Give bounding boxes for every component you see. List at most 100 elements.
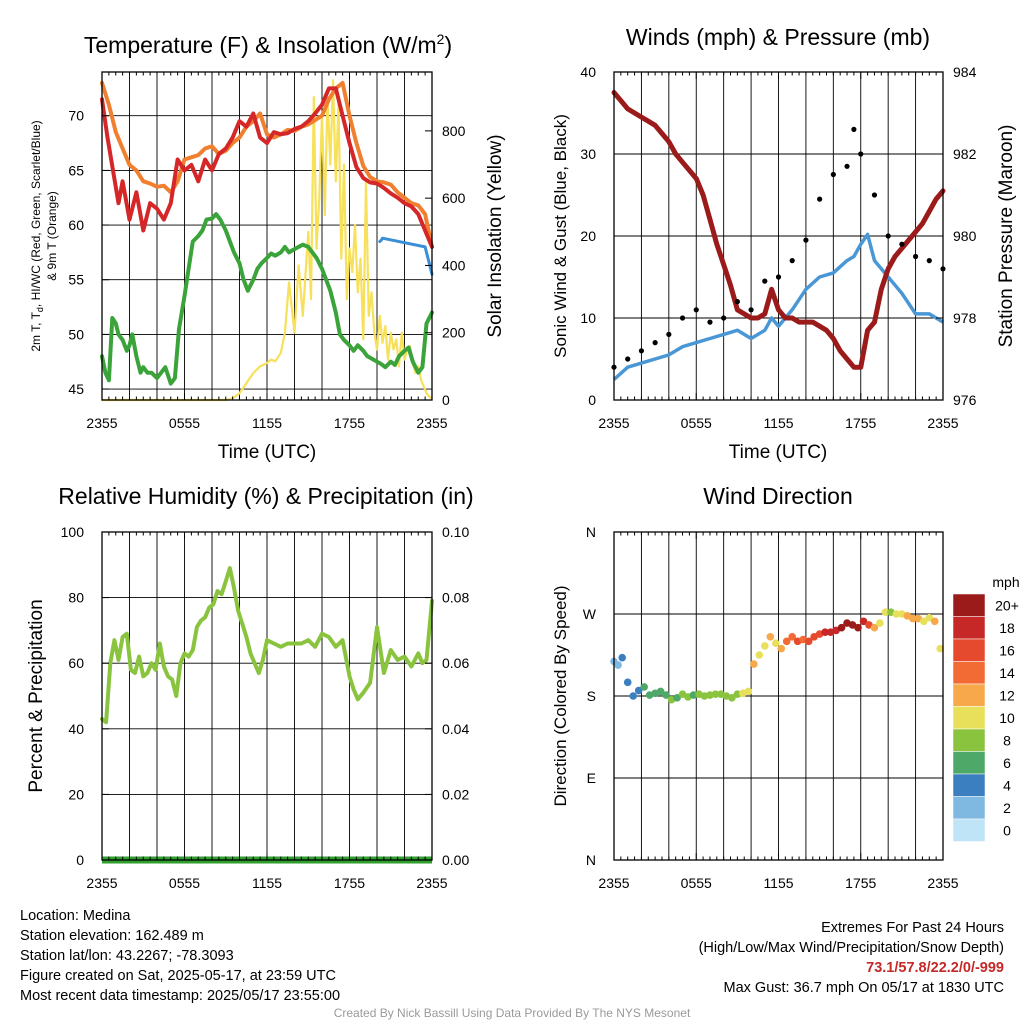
temperature-panel: Temperature (F) & Insolation (W/m2) 2355… [29, 31, 506, 463]
direction-point [876, 619, 884, 627]
y-tick-label: 60 [68, 217, 84, 233]
y-tick-label: W [583, 606, 597, 622]
x-tick-label: 1755 [845, 875, 876, 891]
y2-tick-label: 400 [442, 257, 466, 273]
gust-point [899, 241, 905, 247]
direction-point [920, 617, 928, 626]
colorbar-label: 16 [999, 642, 1015, 658]
wind-panel: Winds (mph) & Pressure (mb) 2355 0555 1155… [551, 24, 1017, 463]
direction-point [859, 617, 868, 626]
direction-point [930, 617, 939, 626]
direction-point [623, 678, 632, 687]
colorbar-label: 8 [1003, 732, 1011, 748]
temp-9m-line [100, 80, 434, 249]
colorbar-swatch [952, 751, 986, 775]
gust-point [803, 237, 809, 243]
colorbar-swatch [952, 773, 986, 797]
y-tick-label: N [586, 852, 596, 868]
y2-tick-label: 0.00 [442, 852, 469, 868]
colorbar-swatch [952, 683, 986, 707]
direction-point [821, 628, 829, 637]
temperature-panel-xlabel: Time (UTC) [218, 442, 317, 463]
humidity-panel-title: Relative Humidity (%) & Precipitation (i… [58, 483, 473, 509]
colorbar-label: 4 [1003, 777, 1011, 793]
gust-point [926, 258, 932, 264]
colorbar-swatch [952, 818, 986, 842]
y-tick-label: 70 [68, 108, 84, 124]
direction-point [629, 692, 637, 700]
direction-point [656, 687, 665, 696]
gust-point [858, 151, 864, 157]
colorbar-unit: mph [992, 574, 1019, 590]
humidity-panel: Relative Humidity (%) & Precipitation (i… [26, 483, 474, 891]
gust-point [693, 307, 699, 313]
direction-point [640, 683, 648, 691]
gust-point [851, 126, 857, 132]
temperature-panel-y2label: Solar Insolation (Yellow) [485, 134, 506, 337]
insolation-line [102, 79, 433, 402]
gust-point [762, 278, 768, 284]
direction-point [750, 660, 758, 668]
wind-panel-y2label: Station Pressure (Maroon) [996, 125, 1017, 348]
x-tick-label: 1155 [763, 415, 793, 431]
y2-tick-label: 0.04 [442, 721, 469, 737]
gust-point [775, 274, 782, 280]
direction-panel-ylabel: Direction (Colored By Speed) [551, 585, 570, 806]
direction-panel-title: Wind Direction [703, 483, 853, 509]
gust-point [844, 163, 850, 169]
colorbar-swatch [952, 638, 986, 662]
x-tick-label: 2355 [598, 415, 629, 431]
colorbar-swatch [952, 593, 986, 617]
gust-point [748, 307, 754, 313]
gust-point [721, 315, 727, 321]
created-text: Figure created on Sat, 2025-05-17, at 23… [20, 968, 336, 984]
temp-line [100, 86, 434, 249]
humidity-panel-ylabel: Percent & Precipitation [26, 599, 47, 792]
colorbar-label: 2 [1003, 800, 1011, 816]
extremes-title: Extremes For Past 24 Hours [821, 920, 1004, 936]
gust-point [638, 348, 645, 354]
x-tick-label: 0555 [681, 875, 712, 891]
direction-point [777, 644, 786, 653]
y-tick-label: 65 [68, 162, 84, 178]
x-tick-label: 0555 [169, 875, 200, 891]
direction-point [870, 623, 879, 632]
gust-point [830, 171, 836, 178]
y-tick-label: 40 [68, 721, 84, 737]
x-tick-label: 1155 [252, 875, 282, 891]
x-tick-label: 2355 [927, 875, 958, 891]
direction-point [788, 632, 797, 641]
extremes-description: (High/Low/Max Wind/Precipitation/Snow De… [698, 940, 1004, 956]
direction-point [711, 690, 720, 698]
x-tick-label: 1155 [763, 875, 793, 891]
x-tick-label: 1755 [845, 415, 876, 431]
y2-tick-label: 200 [442, 325, 466, 341]
direction-point [766, 632, 775, 641]
direction-point [618, 653, 627, 662]
temperature-panel-ylabel-line1: 2m T, Td, HI/WC (Red, Green, Scarlet/Blu… [29, 120, 45, 351]
y2-tick-label: 980 [953, 228, 977, 244]
y2-tick-label: 984 [953, 64, 977, 80]
extremes-info: Extremes For Past 24 Hours (High/Low/Max… [699, 918, 1004, 998]
direction-point [782, 637, 791, 646]
direction-point [771, 639, 780, 647]
direction-panel: Wind Direction 2355 0555 1155 1755 2355NESWN… [551, 483, 1020, 891]
colorbar-swatch [952, 661, 986, 685]
gust-point [789, 258, 795, 264]
wind-panel-title: Winds (mph) & Pressure (mb) [626, 24, 930, 50]
y-tick-label: 55 [68, 272, 84, 288]
y-tick-label: 0 [76, 852, 84, 868]
y-tick-label: 20 [68, 786, 84, 802]
direction-point [881, 608, 890, 616]
x-tick-label: 1155 [252, 415, 282, 431]
y-tick-label: S [587, 688, 596, 704]
humidity-line [100, 566, 434, 725]
colorbar-label: 6 [1003, 755, 1011, 771]
y-tick-label: 60 [68, 655, 84, 671]
x-tick-label: 2355 [598, 875, 629, 891]
direction-point [634, 686, 643, 695]
colorbar-swatch [952, 728, 986, 752]
y-tick-label: 100 [61, 524, 85, 540]
gust-point [625, 356, 631, 362]
